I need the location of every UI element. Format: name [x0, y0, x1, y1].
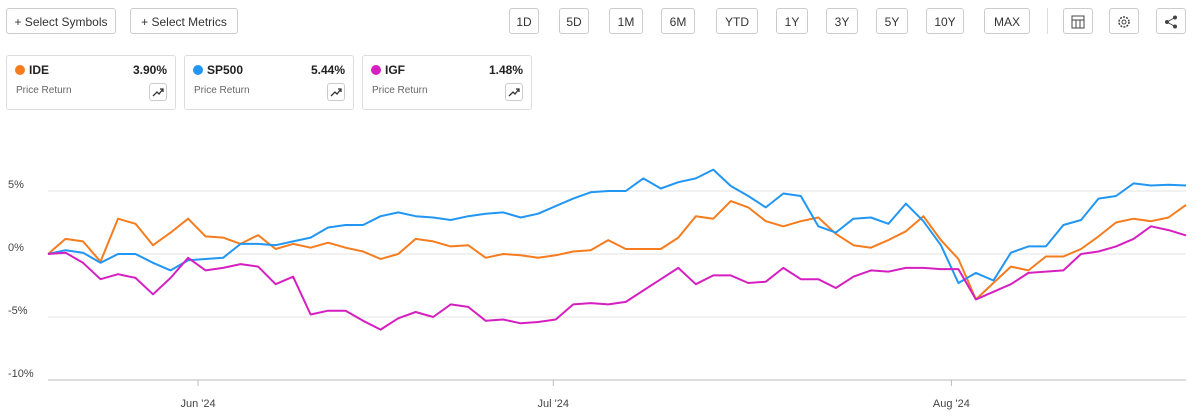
series-line [47, 168, 1187, 284]
period-button[interactable]: 3Y [826, 8, 858, 34]
legend-card[interactable]: IDE 3.90% Price Return [6, 55, 176, 110]
legend-subtitle: Price Return [194, 85, 250, 96]
y-tick-label: 0% [8, 242, 24, 254]
series-line [47, 200, 1187, 301]
x-tick-label: Jul '24 [538, 398, 569, 410]
share-icon [1165, 15, 1177, 29]
chart-icon [505, 83, 523, 101]
chart-icon [327, 83, 345, 101]
table-icon [1071, 15, 1085, 29]
period-button[interactable]: 1D [509, 8, 539, 34]
gear-icon [1118, 16, 1130, 28]
trend-icon [330, 88, 342, 97]
legend-value: 5.44% [310, 63, 345, 77]
period-button[interactable]: 6M [661, 8, 695, 34]
x-tick-label: Jun '24 [180, 398, 215, 410]
table-button[interactable] [1063, 8, 1093, 34]
y-tick-label: 5% [8, 179, 24, 191]
select-button[interactable]: + Select Symbols [6, 8, 116, 34]
settings-button[interactable] [1109, 8, 1139, 34]
y-tick-label: -5% [8, 305, 28, 317]
period-button[interactable]: 10Y [926, 8, 964, 34]
period-button[interactable]: 5D [559, 8, 589, 34]
period-button[interactable]: 5Y [876, 8, 908, 34]
y-tick-label: -10% [8, 368, 34, 380]
select-button[interactable]: + Select Metrics [130, 8, 238, 34]
share-button[interactable] [1156, 8, 1186, 34]
legend-swatch [193, 65, 203, 75]
legend-subtitle: Price Return [372, 85, 428, 96]
legend-name: IGF [385, 63, 405, 77]
legend-swatch [15, 65, 25, 75]
legend-swatch [371, 65, 381, 75]
trend-icon [508, 88, 520, 97]
x-tick-label: Aug '24 [933, 398, 970, 410]
legend-name: SP500 [207, 63, 244, 77]
chart: -10% -5% 0% 5% Jun '24 Jul '24 Aug '24 [8, 168, 1187, 410]
period-button[interactable]: MAX [984, 8, 1030, 34]
period-button[interactable]: YTD [716, 8, 758, 34]
trend-icon [152, 88, 164, 97]
period-button[interactable]: 1Y [776, 8, 808, 34]
legend-subtitle: Price Return [16, 85, 72, 96]
separator [1047, 8, 1048, 34]
legend-card[interactable]: SP500 5.44% Price Return [184, 55, 354, 110]
legend-value: 3.90% [132, 63, 167, 77]
legend-card[interactable]: IGF 1.48% Price Return [362, 55, 532, 110]
period-button[interactable]: 1M [609, 8, 643, 34]
chart-icon [149, 83, 167, 101]
legend-name: IDE [29, 63, 50, 77]
legend-value: 1.48% [488, 63, 523, 77]
series-line [47, 225, 1187, 331]
